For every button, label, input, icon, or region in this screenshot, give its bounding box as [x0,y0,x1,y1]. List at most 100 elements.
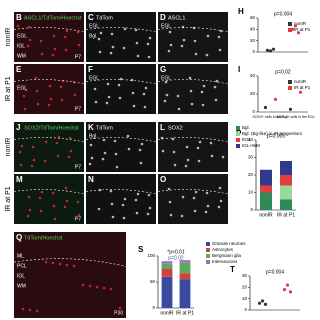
cell [204,210,208,214]
cell [134,28,138,32]
row-label: nonIR [5,28,12,47]
cell [40,52,44,56]
cell [95,285,99,289]
region-label: P7 [75,216,81,222]
y-tick-label: 30 [248,155,254,160]
y-tick-label: 20 [242,285,248,290]
panel-title: SOX2 [168,125,183,131]
bar-segment [260,192,272,210]
panel-letter: C [88,13,94,22]
cell [21,307,25,311]
cell [123,27,127,31]
cell [136,54,140,58]
layer-boundary [13,258,127,267]
cell [194,190,198,194]
legend-swatch [288,80,292,84]
panel-letter: L [160,123,165,132]
cell [90,156,94,160]
p-value: *p<0.01 [167,249,185,255]
y-tick-label: 60 [250,15,256,20]
cell [73,93,77,97]
panel-letter: Q [16,233,22,242]
cell [126,134,130,138]
cell [205,191,209,195]
micrograph [158,64,228,114]
panel-title: SOX2/TdTom/Hoechst [24,125,79,131]
cell [168,200,172,204]
cell [161,149,165,153]
cell [35,89,39,93]
cell [56,154,60,158]
cell [193,209,197,213]
y-tick-label: 0 [152,305,155,310]
cell [200,90,204,94]
cell [44,260,48,264]
cell [38,196,42,200]
cell [132,104,136,108]
cell [63,205,67,209]
cell [65,199,69,203]
cell [131,91,135,95]
cell [140,142,144,146]
cell [114,152,118,156]
cell [65,263,69,267]
micrograph [86,12,156,62]
cell [201,103,205,107]
y-tick-label: 20 [250,38,256,43]
y-tick-label: 10 [242,296,248,301]
data-point [263,105,268,110]
legend-swatch [236,126,240,130]
bar-segment [179,262,191,274]
data-point [298,90,303,94]
cell [102,286,106,290]
cell [163,99,167,103]
region-label: ML [17,253,24,259]
cell [47,103,51,107]
cell [31,145,35,149]
cell [20,144,24,148]
cell [180,44,184,48]
chart-letter: S [138,245,144,254]
region-label: EGL [89,23,99,29]
cell [181,195,185,199]
row-label: IR at P1 [5,76,12,101]
cell [98,188,102,192]
y-tick-label: 10 [248,190,254,195]
data-point [271,47,276,51]
cell [217,205,221,209]
cell [118,96,122,100]
cell [39,209,43,213]
bar-segment [280,161,292,175]
cell [99,31,103,35]
cell [26,44,30,48]
region-label: WM [17,283,26,289]
y-tick-label: 0 [244,307,247,312]
region-label: WM [17,53,26,59]
legend-label: Interneurons [212,259,238,264]
cell [97,37,101,41]
cell [88,162,92,166]
bar-segment [179,260,191,263]
cell [122,216,126,220]
legend-label: Granule neurons [212,241,246,246]
cell [43,159,47,163]
cell [136,192,140,196]
cell [77,43,81,47]
cell [64,48,68,52]
cell [167,49,171,53]
cell [215,79,219,83]
panel-letter: N [88,175,94,184]
cell [113,139,117,143]
legend-swatch [288,22,292,26]
cell [209,141,213,145]
panel-letter: M [16,175,23,184]
cell [111,45,115,49]
bar-segment [161,263,173,269]
cell [27,25,31,29]
cell [26,214,30,218]
bar-segment [161,276,173,308]
cell [102,138,106,142]
cell [58,262,62,266]
p-value: p=0.004 [274,11,292,17]
cell [53,47,57,51]
